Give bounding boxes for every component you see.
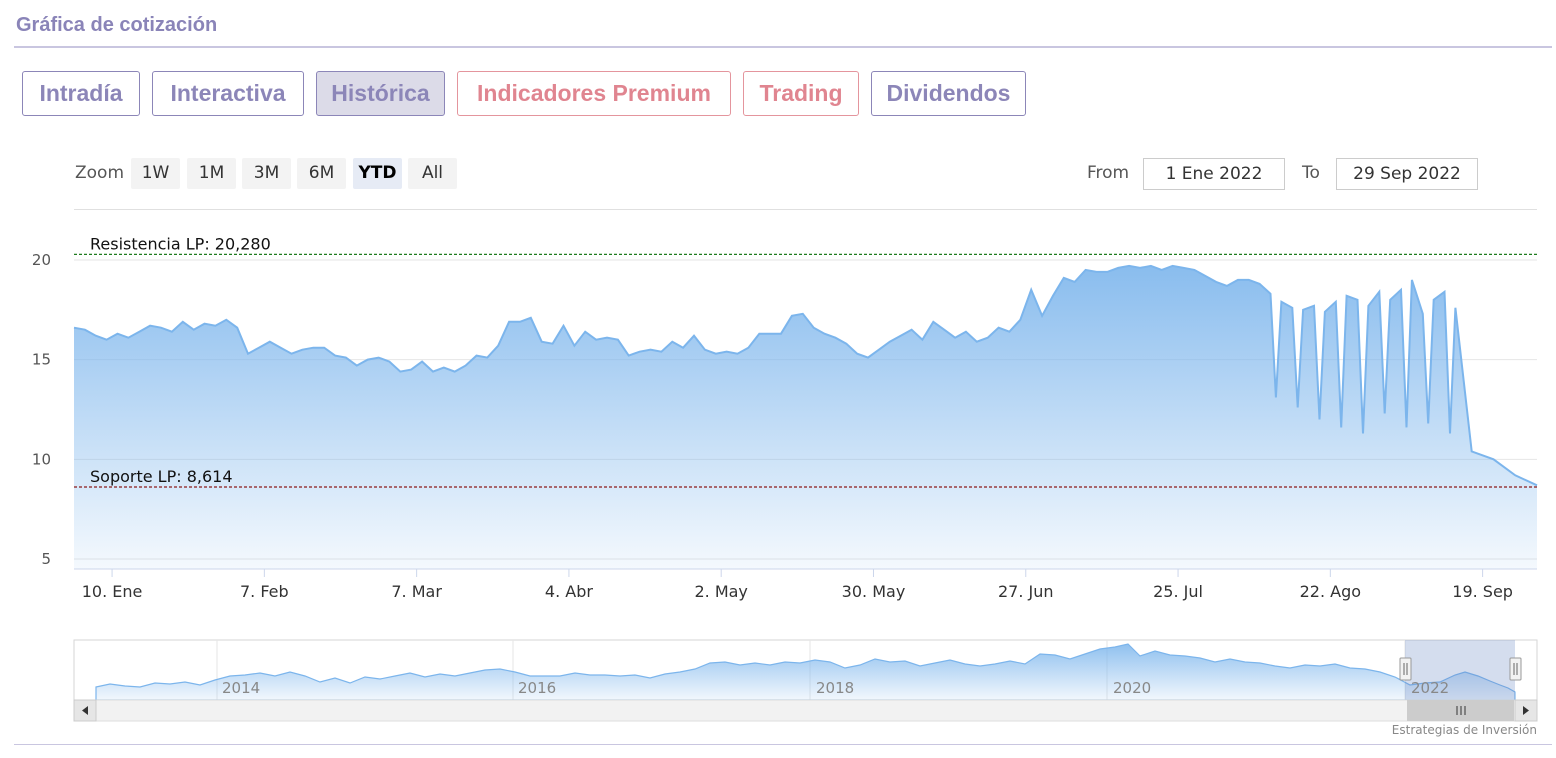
zoom-label: Zoom <box>75 163 125 183</box>
scrollbar[interactable] <box>73 699 1538 722</box>
navigator-left-handle[interactable] <box>1399 657 1412 681</box>
x-tick-label: 7. Mar <box>391 582 442 601</box>
tab-intradia[interactable]: Intradía <box>22 71 140 116</box>
x-tick-label: 10. Ene <box>82 582 143 601</box>
tab-dividendos[interactable]: Dividendos <box>871 71 1026 116</box>
x-tick-label: 22. Ago <box>1300 582 1361 601</box>
tab-historica[interactable]: Histórica <box>316 71 445 116</box>
navigator[interactable]: 2014 2016 2018 2020 2022 <box>73 639 1538 701</box>
series-layer <box>73 264 1538 569</box>
y-tick-label: 10 <box>32 450 51 468</box>
navigator-left-handle-body[interactable] <box>1399 657 1412 681</box>
y-tick-label: 5 <box>41 550 51 568</box>
scrollbar-track[interactable] <box>73 699 1538 722</box>
zoom-all-button[interactable]: All <box>408 158 457 189</box>
series-area <box>74 265 1537 569</box>
x-tick-label: 27. Jun <box>998 582 1054 601</box>
bottom-divider <box>14 744 1552 745</box>
navigator-area <box>95 643 1516 701</box>
zoom-1m-button[interactable]: 1M <box>187 158 236 189</box>
navigator-tick-2022: 2022 <box>1411 679 1449 697</box>
navigator-tick-2014: 2014 <box>222 679 260 697</box>
tab-trading[interactable]: Trading <box>743 71 859 116</box>
tab-interactiva[interactable]: Interactiva <box>152 71 304 116</box>
zoom-1w-button[interactable]: 1W <box>131 158 180 189</box>
x-tick-label: 4. Abr <box>545 582 593 601</box>
resistencia-label: Resistencia LP: 20,280 <box>90 234 271 253</box>
navigator-tick-2018: 2018 <box>816 679 854 697</box>
x-tick-label: 19. Sep <box>1452 582 1513 601</box>
tab-indicadores-premium[interactable]: Indicadores Premium <box>457 71 731 116</box>
x-tick-label: 2. May <box>694 582 747 601</box>
navigator-tick-2016: 2016 <box>518 679 556 697</box>
credits-label: Estrategias de Inversión <box>1391 723 1537 737</box>
series-line <box>73 264 1538 487</box>
navigator-mask[interactable] <box>1405 640 1515 700</box>
x-tick-label: 7. Feb <box>240 582 289 601</box>
x-tick-label: 25. Jul <box>1153 582 1203 601</box>
zoom-ytd-button[interactable]: YTD <box>353 158 402 189</box>
soporte-label: Soporte LP: 8,614 <box>90 467 233 486</box>
to-label: To <box>1302 163 1320 183</box>
zoom-3m-button[interactable]: 3M <box>242 158 291 189</box>
from-date-input[interactable]: 1 Ene 2022 <box>1143 158 1285 190</box>
navigator-right-handle[interactable] <box>1509 657 1522 681</box>
navigator-tick-2020: 2020 <box>1113 679 1151 697</box>
y-tick-label: 15 <box>32 351 51 369</box>
from-label: From <box>1087 163 1130 183</box>
page-title: Gráfica de cotización <box>16 14 218 36</box>
axis-layer: 5 10 15 20 10. Ene 7. Feb 7. Mar 4. Abr 2. May 30… <box>32 251 1537 601</box>
arrow-left-icon <box>82 706 88 715</box>
plotline-layer: Resistencia LP: 20,280 Soporte LP: 8,614 <box>74 234 1537 488</box>
zoom-6m-button[interactable]: 6M <box>297 158 346 189</box>
y-tick-label: 20 <box>32 251 51 269</box>
chart-top-divider <box>74 209 1537 210</box>
to-date-input[interactable]: 29 Sep 2022 <box>1336 158 1478 190</box>
title-divider <box>14 46 1552 48</box>
arrow-right-icon <box>1523 706 1529 715</box>
x-tick-label: 30. May <box>842 582 906 601</box>
navigator-right-handle-body[interactable] <box>1509 657 1522 681</box>
